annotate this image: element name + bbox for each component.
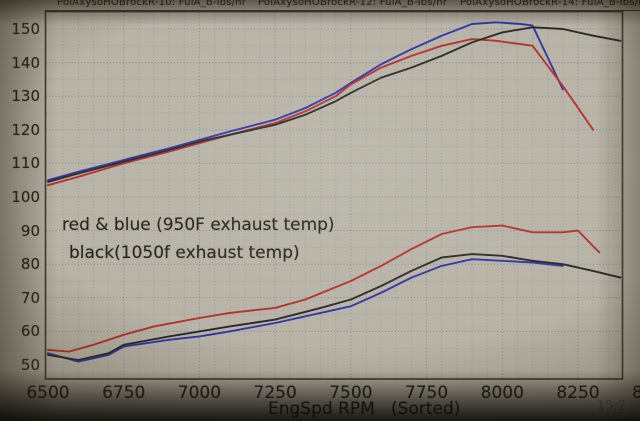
plot-border xyxy=(44,10,624,380)
gridlines xyxy=(46,11,622,378)
y-tick-label: 130 xyxy=(11,87,40,106)
x-axis-title: EngSpd RPM (Sorted) xyxy=(268,399,461,419)
y-tick-label: 110 xyxy=(11,154,40,173)
timestamp-fragment: 15:2 xyxy=(597,399,627,414)
y-tick-label: 140 xyxy=(11,53,40,72)
annotation-red-blue: red & blue (950F exhaust temp) xyxy=(62,215,335,235)
y-tick-label: 80 xyxy=(20,255,40,274)
x-tick-label: 6750 xyxy=(102,383,146,403)
x-tick-label: 6500 xyxy=(26,383,70,403)
x-tick-label: 7000 xyxy=(177,383,222,403)
y-tick-label: 120 xyxy=(11,120,40,139)
y-tick-label: 90 xyxy=(20,221,40,240)
x-tick-label: 8000 xyxy=(480,383,524,403)
y-tick-label: 100 xyxy=(11,188,40,206)
curve-upper-black-1050F xyxy=(47,26,622,183)
y-tick-label: 150 xyxy=(11,20,40,38)
y-tick-label: 70 xyxy=(20,288,40,307)
y-tick-label: 60 xyxy=(20,322,40,341)
y-tick-label: 50 xyxy=(20,356,40,374)
annotation-black: black(1050f exhaust temp) xyxy=(69,243,300,263)
